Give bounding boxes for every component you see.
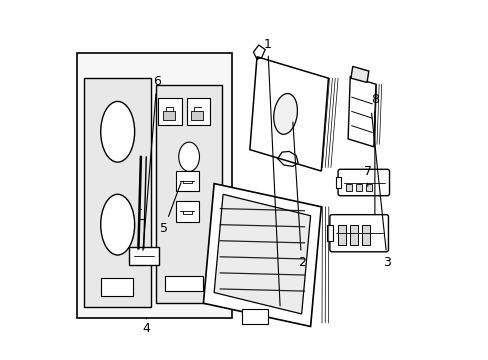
Ellipse shape xyxy=(101,194,134,255)
Bar xyxy=(129,247,159,265)
Text: 1: 1 xyxy=(263,38,280,306)
Bar xyxy=(101,278,133,296)
Ellipse shape xyxy=(273,94,297,134)
Bar xyxy=(337,225,345,245)
Polygon shape xyxy=(203,184,321,327)
Text: 4: 4 xyxy=(142,318,150,335)
Bar xyxy=(335,177,341,188)
Text: 3: 3 xyxy=(371,113,390,269)
Bar xyxy=(346,184,351,191)
Text: 2: 2 xyxy=(292,122,305,269)
Bar xyxy=(349,225,357,245)
Text: 5: 5 xyxy=(160,183,181,235)
Polygon shape xyxy=(214,194,310,314)
Polygon shape xyxy=(347,76,375,147)
FancyBboxPatch shape xyxy=(329,215,387,252)
Text: 6: 6 xyxy=(142,75,161,251)
Bar xyxy=(175,202,198,222)
Ellipse shape xyxy=(101,102,134,162)
FancyBboxPatch shape xyxy=(337,169,389,196)
Bar xyxy=(163,111,175,120)
Polygon shape xyxy=(249,57,328,171)
Bar xyxy=(356,184,361,191)
Bar xyxy=(175,171,198,192)
Bar xyxy=(77,53,231,318)
Bar xyxy=(165,276,203,291)
Bar xyxy=(158,98,181,125)
Ellipse shape xyxy=(179,142,199,171)
Polygon shape xyxy=(350,66,368,82)
Bar xyxy=(190,111,203,120)
Bar xyxy=(366,184,371,191)
Text: 8: 8 xyxy=(370,93,378,215)
Bar xyxy=(84,78,150,307)
Bar xyxy=(241,309,268,324)
Bar xyxy=(326,225,332,242)
Bar xyxy=(186,98,209,125)
Text: 7: 7 xyxy=(363,165,371,186)
Bar xyxy=(361,225,369,245)
Bar xyxy=(156,85,222,303)
